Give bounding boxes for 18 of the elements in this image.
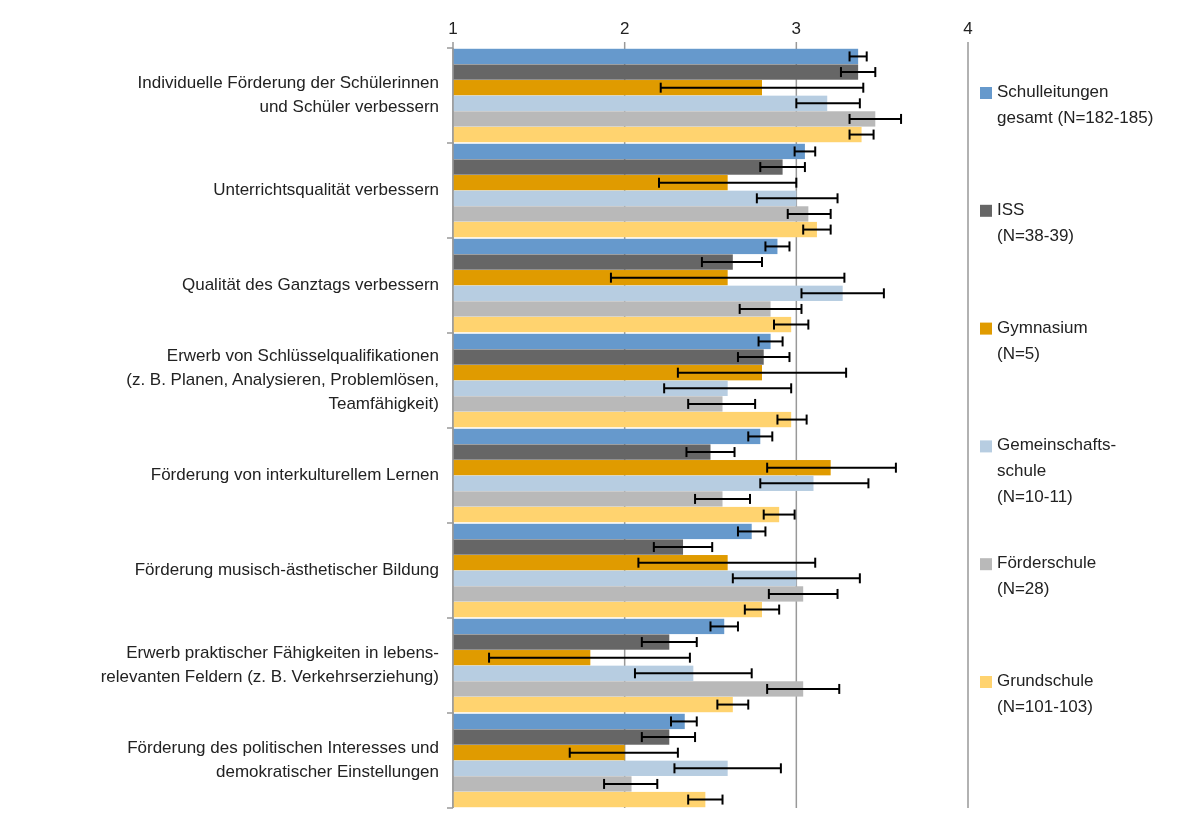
x-tick-label: 2 xyxy=(619,19,630,38)
y-tick-label: Förderung musisch-ästhetischer Bildung xyxy=(134,559,439,579)
legend-label: Förderschule (N=28) xyxy=(997,553,1097,599)
legend-label: ISS (N=38-39) xyxy=(997,200,1075,246)
y-tick-label: Unterrichtsqualität verbessern xyxy=(213,179,439,199)
y-tick-label: Erwerb praktischer Fähigkeiten in lebens- relevanten Feldern (z. B. Verkehrserziehung) xyxy=(100,642,439,686)
x-tick-label: 3 xyxy=(791,19,802,38)
x-tick-label: 4 xyxy=(963,19,973,38)
x-tick-label: 1 xyxy=(448,19,458,38)
y-tick-label: Qualität des Ganztags verbessern xyxy=(181,274,439,294)
y-tick-label: Individuelle Förderung der Schülerinnen und Schüler verbessern xyxy=(137,72,439,116)
legend-label: Schulleitungen gesamt (N=182-185) xyxy=(997,82,1154,128)
legend-label: Gemeinschafts- schule (N=10-11) xyxy=(997,435,1117,507)
y-tick-label: Förderung von interkulturellem Lernen xyxy=(150,464,439,484)
y-tick-label: Erwerb von Schlüsselqualifikationen (z. B. Planen, Analysieren, Problemlösen, Teamfähigkeit) xyxy=(126,345,439,413)
legend-label: Gymnasium (N=5) xyxy=(997,318,1088,364)
legend-label: Grundschule (N=101-103) xyxy=(997,671,1094,717)
y-tick-label: Förderung des politischen Interesses und demokratischer Einstellungen xyxy=(127,737,439,781)
